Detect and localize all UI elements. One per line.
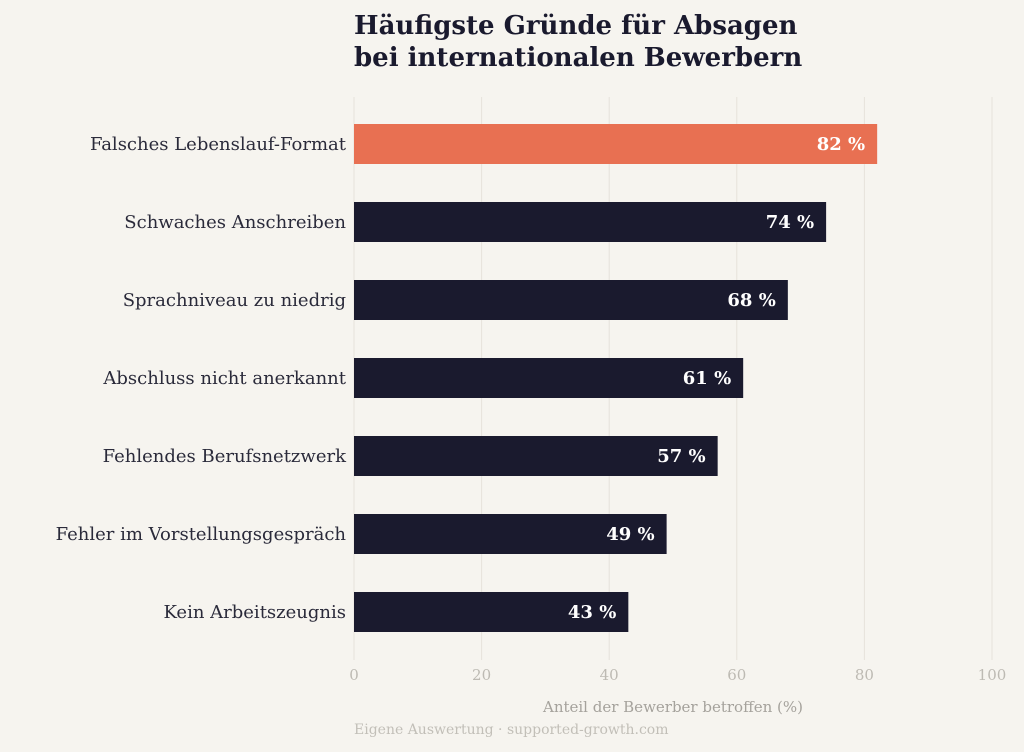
category-label: Falsches Lebenslauf-Format bbox=[90, 134, 347, 155]
bar bbox=[354, 514, 667, 554]
source-note: Eigene Auswertung · supported-growth.com bbox=[354, 722, 669, 738]
category-label: Fehlendes Berufsnetzwerk bbox=[103, 446, 347, 467]
bar bbox=[354, 592, 629, 632]
x-tick-label: 80 bbox=[855, 666, 874, 684]
chart-title-line-2: bei internationalen Bewerbern bbox=[354, 43, 803, 73]
x-tick-label: 20 bbox=[472, 666, 491, 684]
value-label: 82 % bbox=[817, 134, 865, 155]
chart-title-line-1: Häufigste Gründe für Absagen bbox=[354, 11, 798, 41]
x-tick-label: 0 bbox=[349, 666, 359, 684]
category-label: Abschluss nicht anerkannt bbox=[102, 368, 346, 389]
x-tick-label: 60 bbox=[727, 666, 746, 684]
bar bbox=[354, 202, 827, 242]
value-label: 74 % bbox=[766, 212, 814, 233]
x-tick-label: 100 bbox=[978, 666, 1007, 684]
bar bbox=[354, 280, 788, 320]
category-label: Fehler im Vorstellungsgespräch bbox=[56, 524, 347, 545]
value-label: 61 % bbox=[683, 368, 731, 389]
value-label: 43 % bbox=[568, 602, 616, 623]
bar bbox=[354, 124, 878, 164]
category-label: Schwaches Anschreiben bbox=[124, 212, 346, 233]
category-label: Kein Arbeitszeugnis bbox=[163, 602, 346, 623]
x-tick-label: 40 bbox=[600, 666, 619, 684]
value-label: 68 % bbox=[727, 290, 775, 311]
x-axis-label: Anteil der Bewerber betroffen (%) bbox=[542, 698, 803, 716]
category-label: Sprachniveau zu niedrig bbox=[123, 290, 346, 311]
bar bbox=[354, 358, 744, 398]
value-label: 49 % bbox=[606, 524, 654, 545]
chart-title: Häufigste Gründe für Absagen bei interna… bbox=[354, 10, 802, 74]
value-label: 57 % bbox=[657, 446, 705, 467]
bar bbox=[354, 436, 718, 476]
